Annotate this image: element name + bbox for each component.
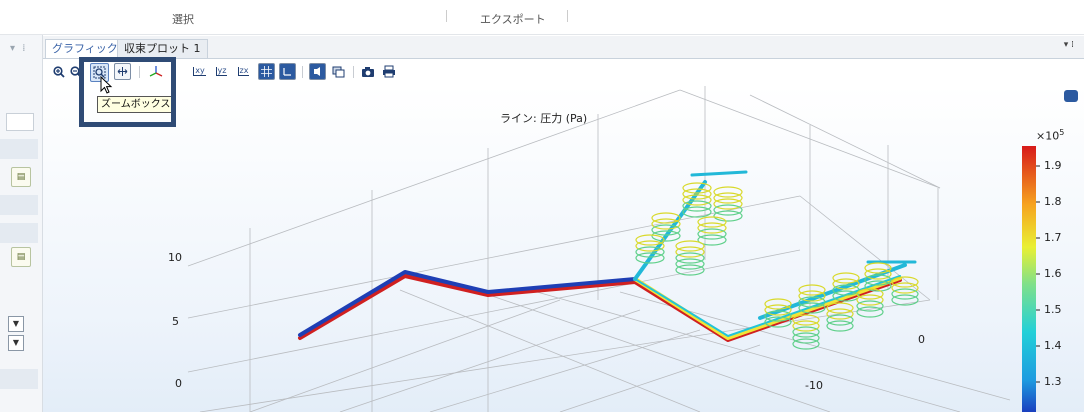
colorbar-label: 1.8	[1044, 195, 1062, 208]
yz-plane-icon[interactable]: yz	[215, 66, 228, 76]
graphics-tab-bar: グラフィックス 収束プロット 1 ▾ ⁞	[43, 36, 1084, 59]
tab-graphics[interactable]: グラフィックス	[45, 39, 136, 58]
toolbar-separator	[302, 66, 303, 78]
colorbar-label: 1.7	[1044, 231, 1062, 244]
zoom-in-icon[interactable]	[50, 63, 67, 80]
colorbar-exponent: ×105	[1036, 128, 1065, 143]
section-header[interactable]	[0, 369, 38, 389]
x-axis-tick: -10	[805, 379, 823, 392]
toolbar-separator	[139, 66, 140, 78]
colorbar	[1022, 146, 1036, 412]
z-axis-tick: 0	[175, 377, 182, 390]
ribbon-bar: 選択 エクスポート	[0, 0, 1084, 35]
zoom-box-icon[interactable]	[90, 63, 109, 82]
section-header[interactable]	[0, 139, 38, 159]
colorbar-label: 1.5	[1044, 303, 1062, 316]
settings-panel: ▾ ⁞ ▤ ▤ ▼ ▼	[0, 35, 43, 412]
ribbon-separator	[567, 10, 568, 22]
zoom-box-tooltip: ズームボックス	[97, 96, 175, 113]
section-header[interactable]	[0, 223, 38, 243]
zoom-extents-icon[interactable]	[114, 63, 131, 80]
print-icon[interactable]	[380, 63, 397, 80]
z-axis-tick: 10	[168, 251, 182, 264]
plot-button-icon[interactable]: ▤	[11, 167, 31, 187]
axis-orientation-icon[interactable]	[147, 63, 164, 80]
scene-light-icon[interactable]	[309, 63, 326, 80]
transparency-icon[interactable]	[330, 63, 347, 80]
colorbar-label: 1.4	[1044, 339, 1062, 352]
zx-plane-icon[interactable]: zx	[237, 66, 250, 76]
settings-input[interactable]	[6, 113, 34, 131]
grid-icon[interactable]	[258, 63, 275, 80]
tab-menu-icon[interactable]: ▾ ⁞	[1063, 40, 1074, 50]
annotation-highlight-box	[79, 57, 176, 127]
dropdown-arrow-icon[interactable]: ▼	[8, 316, 24, 332]
x-axis-tick: 0	[918, 333, 925, 346]
3d-scene	[187, 86, 1040, 412]
scene-lighting-icon[interactable]	[1064, 90, 1078, 102]
ribbon-export-group-label: エクスポート	[480, 13, 546, 26]
dropdown-arrow-icon[interactable]: ▼	[8, 335, 24, 351]
toolbar-separator	[353, 66, 354, 78]
panel-pin-icon[interactable]: ▾ ⁞	[10, 43, 28, 54]
graphics-window[interactable]	[43, 86, 1084, 412]
ribbon-select-group-label: 選択	[172, 13, 194, 26]
plot-title: ライン: 圧力 (Pa)	[500, 112, 588, 125]
xy-plane-icon[interactable]: xy	[193, 66, 206, 76]
ribbon-separator	[446, 10, 447, 22]
z-axis-tick: 5	[172, 315, 179, 328]
mouse-pointer-icon	[100, 76, 113, 94]
section-header[interactable]	[0, 195, 38, 215]
colorbar-label: 1.6	[1044, 267, 1062, 280]
graphics-toolbar: ▾ xy yz zx	[43, 59, 1084, 85]
camera-icon[interactable]	[359, 63, 376, 80]
colorbar-label: 1.9	[1044, 159, 1062, 172]
plot-button-icon[interactable]: ▤	[11, 247, 31, 267]
show-axes-icon[interactable]	[279, 63, 296, 80]
tab-convergence-plot[interactable]: 収束プロット 1	[117, 39, 208, 58]
colorbar-label: 1.3	[1044, 375, 1062, 388]
